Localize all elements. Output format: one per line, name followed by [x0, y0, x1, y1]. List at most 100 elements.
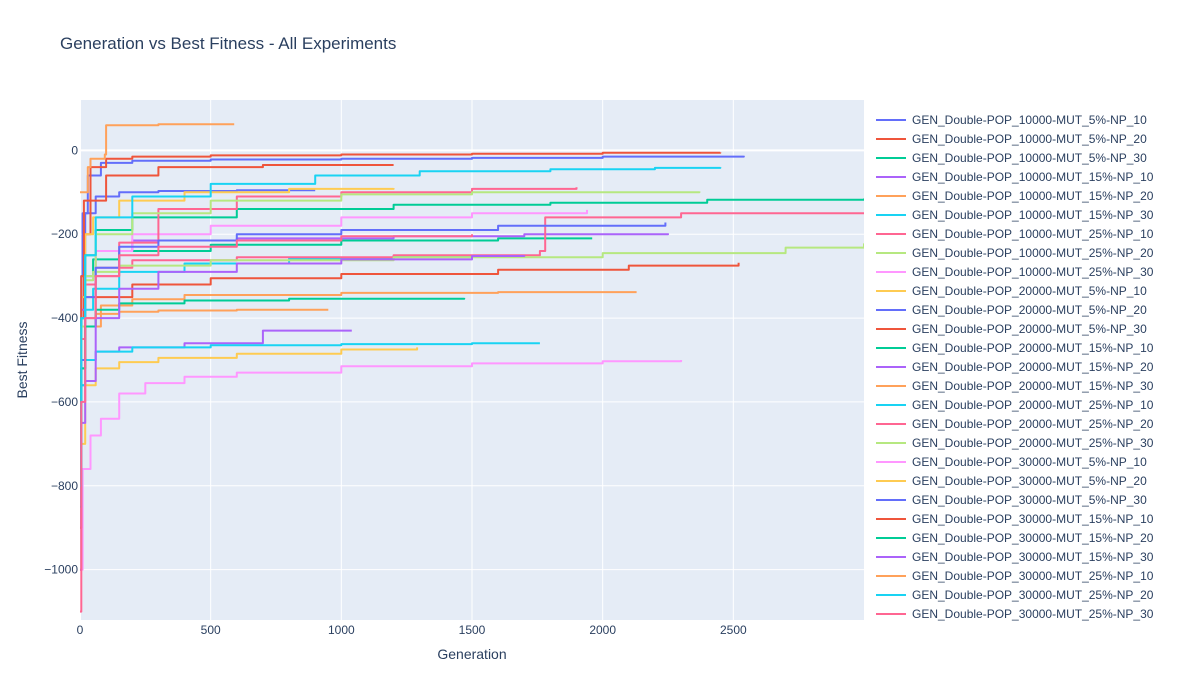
- legend-label: GEN_Double-POP_10000-MUT_5%-NP_20: [912, 131, 1147, 146]
- legend-swatch: [876, 213, 906, 216]
- y-tick-label: 0: [71, 143, 78, 157]
- series-line-12: [80, 151, 722, 487]
- axis-ticks: 0 500 1000 1500 2000 2500 0 −200 −400 −600 −800 −10…: [44, 143, 747, 637]
- legend-swatch: [876, 137, 906, 140]
- legend-label: GEN_Double-POP_10000-MUT_15%-NP_20: [912, 188, 1154, 203]
- legend: GEN_Double-POP_10000-MUT_5%-NP_10 GEN_Dou…: [876, 110, 1196, 623]
- series-line-19: [80, 360, 683, 571]
- grid-lines: [79, 100, 864, 620]
- legend-label: GEN_Double-POP_30000-MUT_5%-NP_10: [912, 454, 1147, 469]
- x-tick-label: 2000: [589, 623, 616, 637]
- legend-item[interactable]: GEN_Double-POP_30000-MUT_5%-NP_30: [876, 490, 1196, 509]
- legend-swatch: [876, 479, 906, 482]
- legend-item[interactable]: GEN_Double-POP_20000-MUT_25%-NP_30: [876, 433, 1196, 452]
- legend-label: GEN_Double-POP_30000-MUT_25%-NP_30: [912, 606, 1154, 621]
- legend-label: GEN_Double-POP_20000-MUT_15%-NP_30: [912, 378, 1154, 393]
- legend-swatch: [876, 289, 906, 292]
- legend-label: GEN_Double-POP_10000-MUT_5%-NP_10: [912, 112, 1147, 127]
- x-tick-label: 1500: [459, 623, 486, 637]
- legend-item[interactable]: GEN_Double-POP_20000-MUT_5%-NP_20: [876, 300, 1196, 319]
- legend-item[interactable]: GEN_Double-POP_10000-MUT_5%-NP_30: [876, 148, 1196, 167]
- legend-swatch: [876, 365, 906, 368]
- series-line-11: [80, 155, 745, 445]
- legend-label: GEN_Double-POP_10000-MUT_25%-NP_30: [912, 264, 1154, 279]
- legend-item[interactable]: GEN_Double-POP_10000-MUT_5%-NP_10: [876, 110, 1196, 129]
- legend-item[interactable]: GEN_Double-POP_10000-MUT_25%-NP_10: [876, 224, 1196, 243]
- legend-swatch: [876, 612, 906, 615]
- legend-item[interactable]: GEN_Double-POP_20000-MUT_25%-NP_20: [876, 414, 1196, 433]
- legend-label: GEN_Double-POP_30000-MUT_25%-NP_10: [912, 568, 1154, 583]
- legend-item[interactable]: GEN_Double-POP_10000-MUT_25%-NP_20: [876, 243, 1196, 262]
- series-line-27: [80, 234, 473, 613]
- legend-label: GEN_Double-POP_20000-MUT_15%-NP_20: [912, 359, 1154, 374]
- series-line-20: [80, 347, 419, 571]
- legend-swatch: [876, 574, 906, 577]
- legend-item[interactable]: GEN_Double-POP_30000-MUT_15%-NP_20: [876, 528, 1196, 547]
- series-line-16: [80, 342, 540, 466]
- legend-item[interactable]: GEN_Double-POP_20000-MUT_25%-NP_10: [876, 395, 1196, 414]
- x-tick-label: 500: [201, 623, 221, 637]
- legend-label: GEN_Double-POP_30000-MUT_25%-NP_20: [912, 587, 1154, 602]
- y-tick-label: −600: [51, 395, 78, 409]
- series-lines: [80, 123, 864, 613]
- legend-label: GEN_Double-POP_30000-MUT_5%-NP_20: [912, 473, 1147, 488]
- legend-label: GEN_Double-POP_20000-MUT_5%-NP_20: [912, 302, 1147, 317]
- legend-item[interactable]: GEN_Double-POP_30000-MUT_25%-NP_10: [876, 566, 1196, 585]
- series-line-26: [80, 166, 722, 487]
- legend-swatch: [876, 175, 906, 178]
- legend-label: GEN_Double-POP_30000-MUT_5%-NP_30: [912, 492, 1147, 507]
- legend-item[interactable]: GEN_Double-POP_10000-MUT_15%-NP_20: [876, 186, 1196, 205]
- legend-item[interactable]: GEN_Double-POP_10000-MUT_15%-NP_30: [876, 205, 1196, 224]
- legend-swatch: [876, 156, 906, 159]
- legend-label: GEN_Double-POP_20000-MUT_25%-NP_20: [912, 416, 1154, 431]
- legend-swatch: [876, 308, 906, 311]
- legend-swatch: [876, 517, 906, 520]
- legend-swatch: [876, 498, 906, 501]
- legend-label: GEN_Double-POP_10000-MUT_25%-NP_20: [912, 245, 1154, 260]
- x-tick-label: 0: [77, 623, 84, 637]
- legend-label: GEN_Double-POP_10000-MUT_15%-NP_10: [912, 169, 1154, 184]
- legend-item[interactable]: GEN_Double-POP_10000-MUT_5%-NP_20: [876, 129, 1196, 148]
- legend-item[interactable]: GEN_Double-POP_20000-MUT_5%-NP_10: [876, 281, 1196, 300]
- legend-item[interactable]: GEN_Double-POP_10000-MUT_15%-NP_10: [876, 167, 1196, 186]
- legend-label: GEN_Double-POP_20000-MUT_5%-NP_10: [912, 283, 1147, 298]
- legend-item[interactable]: GEN_Double-POP_20000-MUT_15%-NP_10: [876, 338, 1196, 357]
- legend-label: GEN_Double-POP_30000-MUT_15%-NP_20: [912, 530, 1154, 545]
- legend-item[interactable]: GEN_Double-POP_30000-MUT_15%-NP_30: [876, 547, 1196, 566]
- y-tick-label: −400: [51, 311, 78, 325]
- y-tick-label: −1000: [44, 563, 78, 577]
- legend-swatch: [876, 251, 906, 254]
- legend-label: GEN_Double-POP_10000-MUT_5%-NP_30: [912, 150, 1147, 165]
- legend-swatch: [876, 403, 906, 406]
- legend-label: GEN_Double-POP_30000-MUT_15%-NP_30: [912, 549, 1154, 564]
- legend-label: GEN_Double-POP_20000-MUT_15%-NP_10: [912, 340, 1154, 355]
- legend-item[interactable]: GEN_Double-POP_20000-MUT_15%-NP_20: [876, 357, 1196, 376]
- legend-swatch: [876, 327, 906, 330]
- legend-swatch: [876, 593, 906, 596]
- y-tick-label: −800: [51, 479, 78, 493]
- legend-label: GEN_Double-POP_20000-MUT_25%-NP_10: [912, 397, 1154, 412]
- legend-item[interactable]: GEN_Double-POP_20000-MUT_5%-NP_30: [876, 319, 1196, 338]
- legend-label: GEN_Double-POP_20000-MUT_25%-NP_30: [912, 435, 1154, 450]
- legend-label: GEN_Double-POP_20000-MUT_5%-NP_30: [912, 321, 1147, 336]
- legend-swatch: [876, 460, 906, 463]
- legend-swatch: [876, 346, 906, 349]
- legend-swatch: [876, 555, 906, 558]
- legend-item[interactable]: GEN_Double-POP_30000-MUT_25%-NP_30: [876, 604, 1196, 623]
- legend-item[interactable]: GEN_Double-POP_30000-MUT_5%-NP_10: [876, 452, 1196, 471]
- legend-swatch: [876, 536, 906, 539]
- legend-item[interactable]: GEN_Double-POP_10000-MUT_25%-NP_30: [876, 262, 1196, 281]
- legend-swatch: [876, 232, 906, 235]
- legend-item[interactable]: GEN_Double-POP_30000-MUT_25%-NP_20: [876, 585, 1196, 604]
- legend-swatch: [876, 270, 906, 273]
- legend-item[interactable]: GEN_Double-POP_30000-MUT_5%-NP_20: [876, 471, 1196, 490]
- legend-label: GEN_Double-POP_10000-MUT_25%-NP_10: [912, 226, 1154, 241]
- series-line-24: [80, 255, 526, 571]
- series-line-25: [80, 123, 235, 194]
- legend-item[interactable]: GEN_Double-POP_20000-MUT_15%-NP_30: [876, 376, 1196, 395]
- y-tick-label: −200: [51, 227, 78, 241]
- legend-item[interactable]: GEN_Double-POP_30000-MUT_15%-NP_10: [876, 509, 1196, 528]
- y-axis-label: Best Fitness: [14, 321, 30, 399]
- chart-title: Generation vs Best Fitness - All Experim…: [60, 34, 397, 53]
